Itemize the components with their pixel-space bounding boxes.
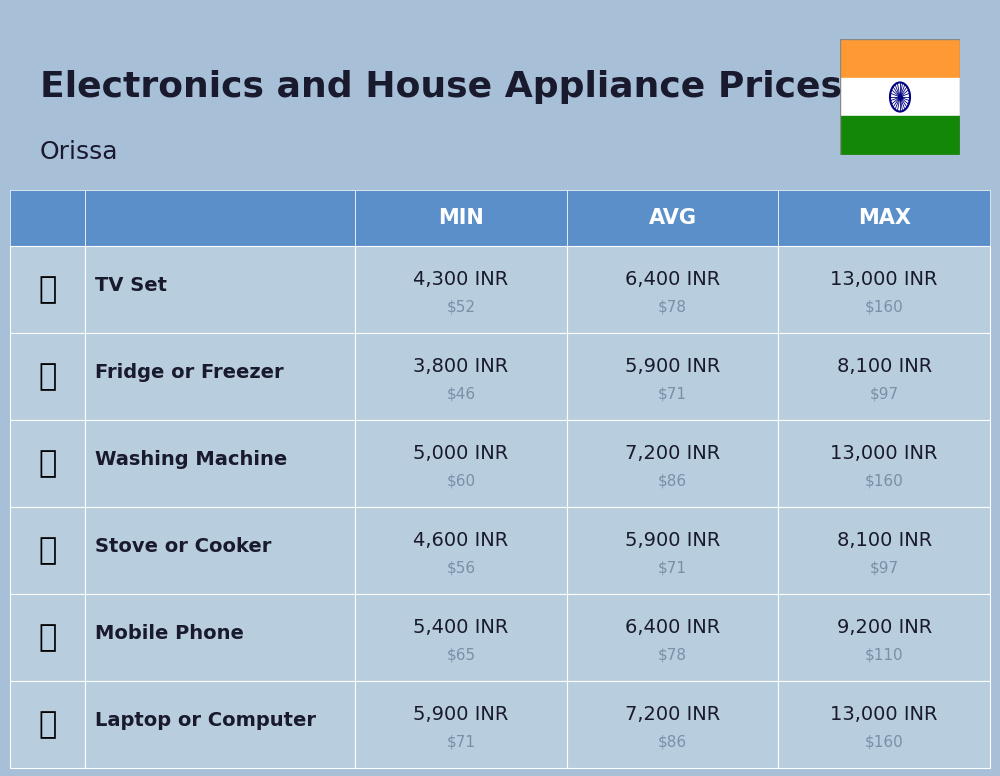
Text: AVG: AVG	[648, 208, 696, 228]
Text: $46: $46	[446, 386, 475, 401]
Text: MAX: MAX	[858, 208, 911, 228]
Text: 13,000 INR: 13,000 INR	[830, 444, 938, 462]
Text: $78: $78	[658, 648, 687, 663]
Text: $71: $71	[658, 560, 687, 576]
Text: 7,200 INR: 7,200 INR	[625, 444, 720, 462]
Text: Mobile Phone: Mobile Phone	[95, 625, 244, 643]
Bar	[840, 78, 960, 116]
Text: 13,000 INR: 13,000 INR	[830, 269, 938, 289]
Text: 9,200 INR: 9,200 INR	[837, 618, 932, 637]
Text: 5,400 INR: 5,400 INR	[413, 618, 509, 637]
Text: $86: $86	[658, 473, 687, 489]
Text: $97: $97	[870, 386, 899, 401]
Text: 13,000 INR: 13,000 INR	[830, 705, 938, 724]
Text: 📱: 📱	[38, 623, 57, 652]
Text: Stove or Cooker: Stove or Cooker	[95, 537, 271, 556]
Text: 5,000 INR: 5,000 INR	[413, 444, 508, 462]
Text: 4,300 INR: 4,300 INR	[413, 269, 508, 289]
Text: 8,100 INR: 8,100 INR	[837, 531, 932, 549]
Text: 📺: 📺	[38, 275, 57, 304]
Text: 💻: 💻	[38, 710, 57, 740]
Text: 8,100 INR: 8,100 INR	[837, 357, 932, 376]
Text: 5,900 INR: 5,900 INR	[625, 531, 720, 549]
Text: $160: $160	[865, 735, 904, 750]
Text: $65: $65	[446, 648, 475, 663]
Text: $71: $71	[658, 386, 687, 401]
Text: Laptop or Computer: Laptop or Computer	[95, 712, 316, 730]
Text: $71: $71	[446, 735, 475, 750]
Text: 🧊: 🧊	[38, 362, 57, 391]
Text: $110: $110	[865, 648, 903, 663]
Text: 🫕: 🫕	[38, 536, 57, 565]
Text: $52: $52	[446, 300, 475, 314]
Text: 5,900 INR: 5,900 INR	[413, 705, 509, 724]
Text: 🫧: 🫧	[38, 449, 57, 478]
Text: Orissa: Orissa	[40, 140, 119, 164]
Text: $56: $56	[446, 560, 475, 576]
Text: 7,200 INR: 7,200 INR	[625, 705, 720, 724]
Text: 3,800 INR: 3,800 INR	[413, 357, 508, 376]
Text: $78: $78	[658, 300, 687, 314]
Text: Electronics and House Appliance Prices: Electronics and House Appliance Prices	[40, 70, 842, 104]
Bar	[840, 39, 960, 78]
Text: $60: $60	[446, 473, 475, 489]
Text: $86: $86	[658, 735, 687, 750]
Text: $160: $160	[865, 300, 904, 314]
Text: TV Set: TV Set	[95, 276, 167, 295]
Text: 5,900 INR: 5,900 INR	[625, 357, 720, 376]
Text: Fridge or Freezer: Fridge or Freezer	[95, 363, 284, 382]
Text: Washing Machine: Washing Machine	[95, 450, 287, 469]
Bar	[840, 116, 960, 155]
Text: 6,400 INR: 6,400 INR	[625, 269, 720, 289]
Text: MIN: MIN	[438, 208, 484, 228]
Text: $160: $160	[865, 473, 904, 489]
Text: 4,600 INR: 4,600 INR	[413, 531, 508, 549]
Text: $97: $97	[870, 560, 899, 576]
Text: 6,400 INR: 6,400 INR	[625, 618, 720, 637]
